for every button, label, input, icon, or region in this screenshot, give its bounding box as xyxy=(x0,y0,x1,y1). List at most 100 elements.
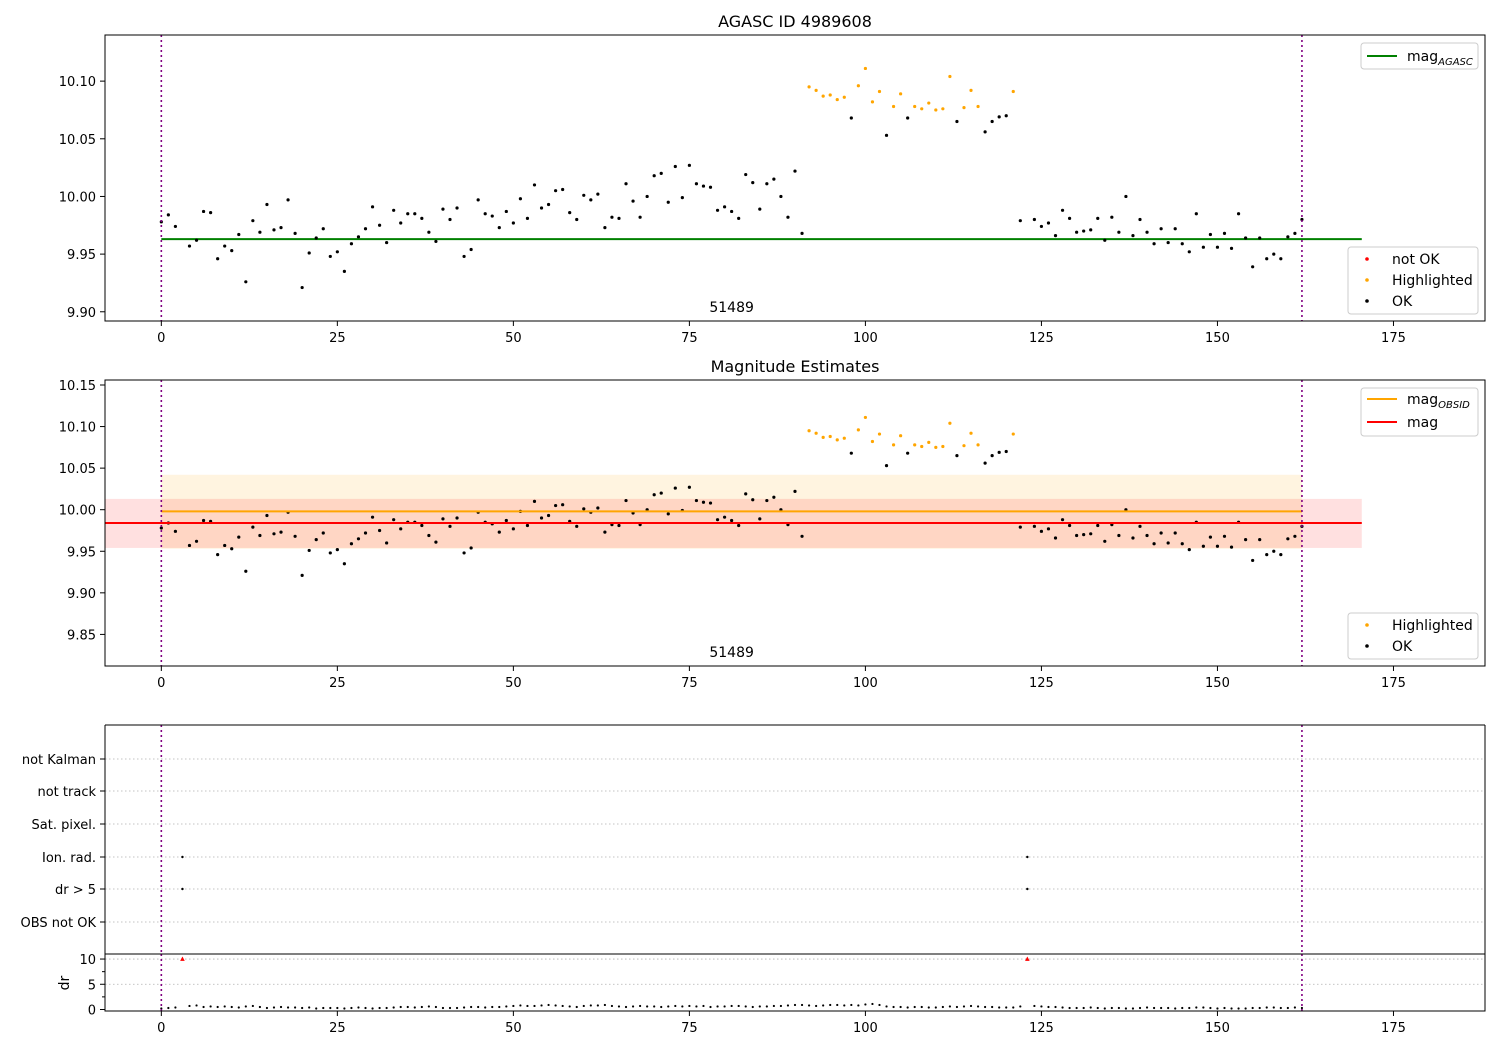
dr-point xyxy=(1075,1006,1078,1010)
ok-point xyxy=(370,515,375,519)
dr-point xyxy=(843,1004,846,1007)
dr-point xyxy=(385,1006,388,1010)
dr-point xyxy=(688,1004,691,1008)
ok-point xyxy=(955,454,959,458)
ok-point xyxy=(511,221,515,225)
dr-point xyxy=(709,1005,712,1009)
ok-point xyxy=(455,206,459,210)
highlighted-point xyxy=(807,85,811,89)
dr-point xyxy=(188,1004,191,1008)
ok-point xyxy=(645,194,649,199)
ok-point xyxy=(800,231,804,235)
ok-point xyxy=(983,130,987,134)
flag-label: Sat. pixel. xyxy=(32,818,96,833)
highlighted-point xyxy=(877,89,882,94)
ok-point xyxy=(1201,544,1205,548)
ok-point xyxy=(1117,533,1121,538)
dr-point xyxy=(371,1007,374,1010)
x-tick-label: 125 xyxy=(1029,331,1054,346)
dr-point xyxy=(378,1006,381,1010)
y-tick-label: 9.90 xyxy=(67,306,96,321)
ok-point xyxy=(701,184,706,188)
ok-point xyxy=(800,534,804,538)
ok-point xyxy=(617,216,621,220)
ok-point xyxy=(272,228,276,232)
dr-point xyxy=(434,1005,438,1009)
ok-point xyxy=(286,198,290,202)
dr-point xyxy=(272,1006,276,1009)
ok-point xyxy=(680,196,684,200)
dr-point xyxy=(1300,1006,1304,1010)
dr-point xyxy=(329,1006,332,1010)
dr-point xyxy=(364,1006,367,1010)
highlighted-point xyxy=(969,431,973,435)
ok-point xyxy=(1279,257,1283,261)
dr-point xyxy=(294,1006,297,1009)
ok-point xyxy=(561,187,565,192)
ok-point xyxy=(1159,531,1163,535)
x-tick-label: 100 xyxy=(853,676,878,691)
highlighted-point xyxy=(927,101,931,105)
dr-point xyxy=(1258,1006,1261,1010)
dr-point xyxy=(1279,1006,1282,1010)
ok-point xyxy=(159,526,163,530)
ok-point xyxy=(849,451,853,455)
ok-point xyxy=(1046,527,1051,531)
highlighted-point xyxy=(863,66,868,71)
ok-point xyxy=(279,530,283,534)
ok-point xyxy=(638,215,642,219)
ok-point xyxy=(328,551,332,555)
ok-point xyxy=(751,498,755,502)
dr-point xyxy=(1244,1007,1247,1010)
dr-point xyxy=(526,1004,529,1008)
dr-point xyxy=(1012,1006,1015,1009)
dr-point xyxy=(167,1006,170,1010)
ok-point xyxy=(187,244,192,248)
ok-point xyxy=(694,498,699,503)
highlighted-point xyxy=(842,436,846,440)
ok-point xyxy=(1131,536,1135,540)
ok-point xyxy=(730,518,734,523)
ok-point xyxy=(758,207,762,211)
dr-point xyxy=(1237,1007,1240,1010)
legend-ok-swatch xyxy=(1365,299,1369,303)
ok-point xyxy=(483,212,487,216)
ok-point xyxy=(758,517,762,521)
legend-highlighted-swatch xyxy=(1365,623,1369,627)
ok-point xyxy=(554,189,558,193)
ok-point xyxy=(1279,552,1283,557)
ok-point xyxy=(265,513,269,518)
ok-point xyxy=(244,569,248,573)
ok-point xyxy=(1286,235,1290,239)
ok-point xyxy=(575,524,579,528)
ok-point xyxy=(659,491,663,495)
dr-point xyxy=(864,1003,867,1006)
highlighted-point xyxy=(814,88,818,92)
dr-outlier-marker xyxy=(180,956,185,961)
ok-point xyxy=(300,573,304,577)
ok-point xyxy=(687,163,691,167)
y-tick-label: 9.85 xyxy=(67,628,96,643)
flags-panel: not Kalman not track Sat. pixel. Ion. rad. d… xyxy=(21,724,1486,954)
ok-point xyxy=(1138,524,1142,528)
dr-point xyxy=(441,1006,445,1010)
dr-point xyxy=(427,1005,430,1008)
dr-point xyxy=(850,1003,853,1007)
ok-point xyxy=(1039,529,1044,533)
ok-point xyxy=(596,192,600,196)
ok-point xyxy=(251,525,255,529)
dr-point xyxy=(533,1004,536,1008)
dr-point xyxy=(899,1005,902,1009)
dr-point xyxy=(223,1005,226,1008)
ok-point xyxy=(427,230,431,234)
dr-point xyxy=(674,1004,677,1008)
dr-point xyxy=(772,1004,775,1008)
highlighted-point xyxy=(1011,89,1015,94)
dr-point xyxy=(1096,1006,1099,1010)
x-tick-label: 75 xyxy=(681,331,698,346)
legend-mag-agasc-label-main: mag xyxy=(1407,49,1438,65)
dr-point xyxy=(477,1005,480,1009)
x-tick-label: 150 xyxy=(1205,1021,1230,1036)
ok-point xyxy=(1138,217,1142,222)
ok-point xyxy=(1103,539,1107,543)
